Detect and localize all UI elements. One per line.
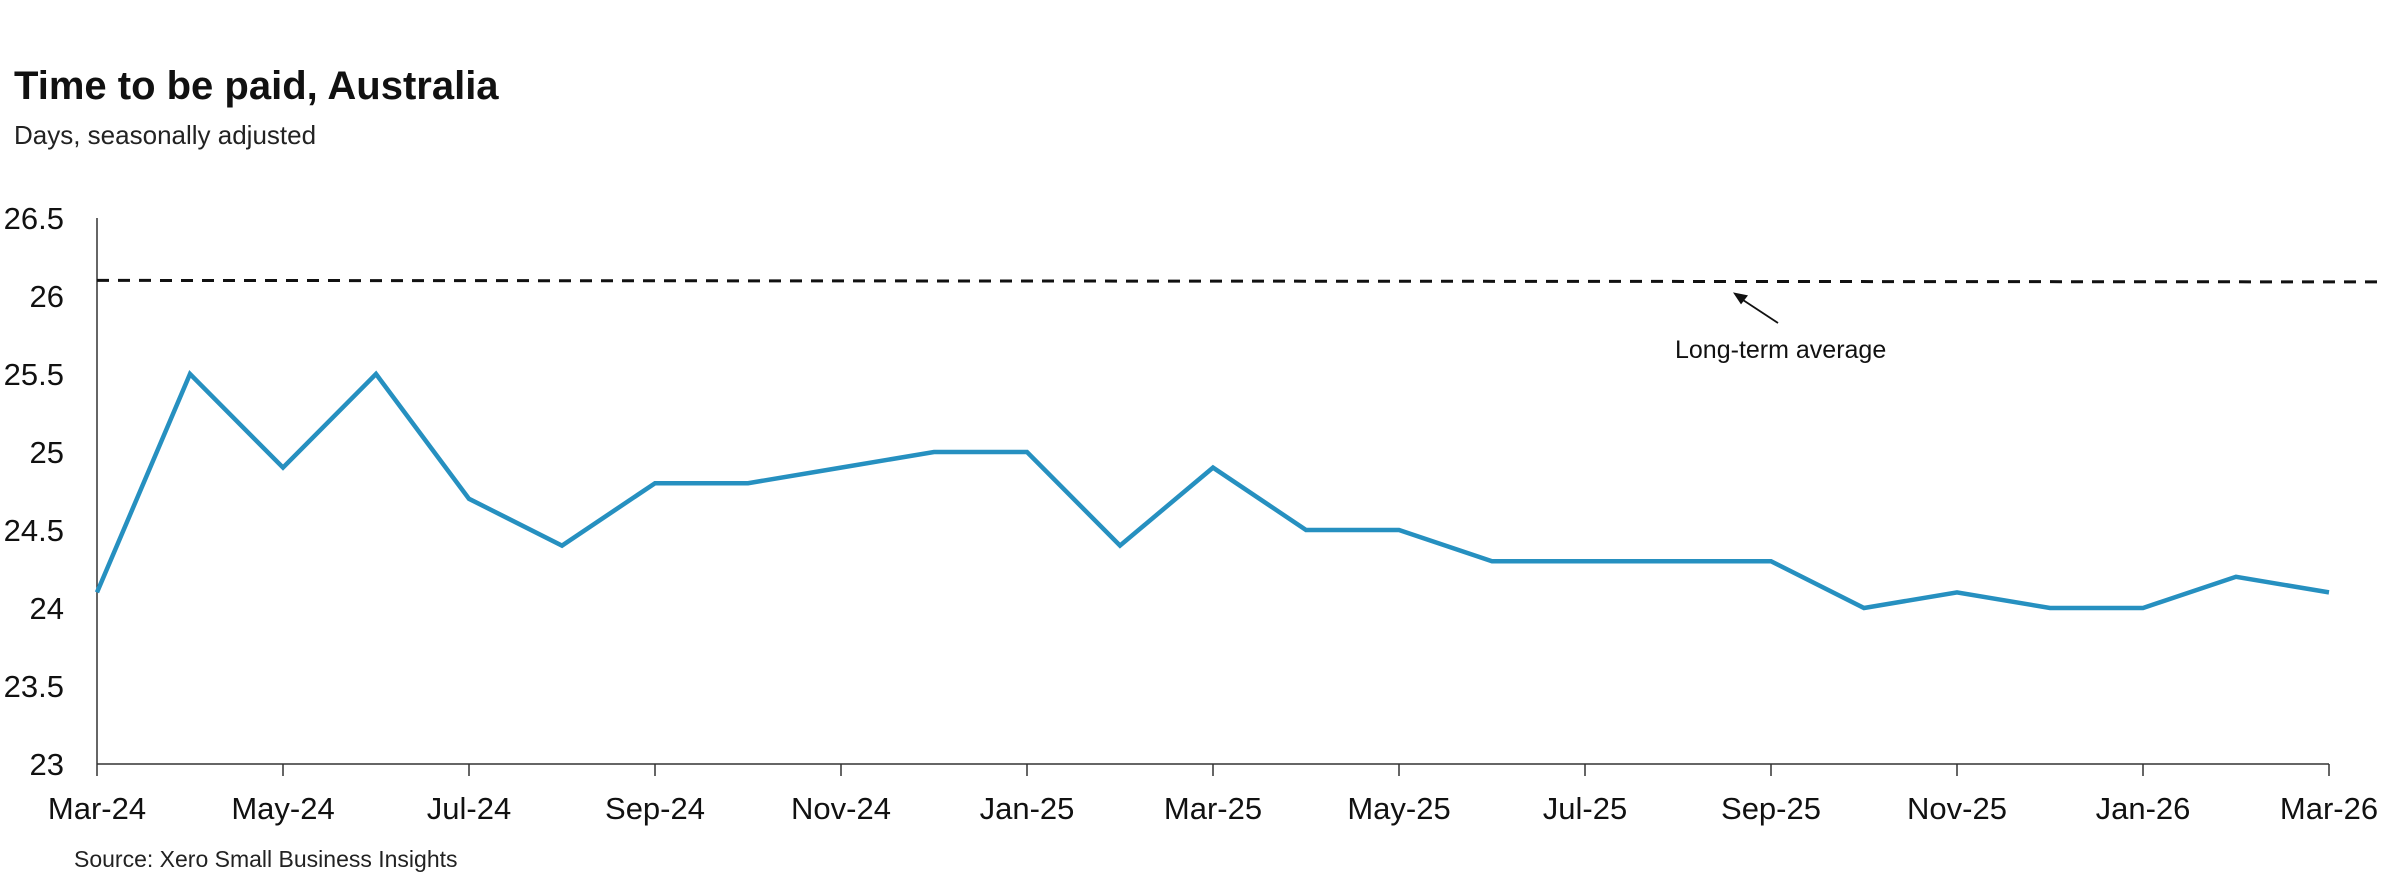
chart-title: Time to be paid, Australia bbox=[14, 64, 499, 108]
y-tick-label: 25.5 bbox=[4, 357, 64, 392]
series-layer bbox=[94, 370, 2330, 611]
x-tick-label: Jul-25 bbox=[1543, 791, 1627, 826]
x-tick-label: Mar-26 bbox=[2280, 791, 2378, 826]
tick-labels: 23 23.5 24 24.5 25 25.5 26 26.5 Mar-24 May-24 Jul-… bbox=[4, 201, 2378, 826]
long-term-average-line bbox=[96, 278, 2381, 284]
y-tick-label: 26.5 bbox=[4, 201, 64, 236]
x-tick-label: May-25 bbox=[1347, 791, 1450, 826]
y-tick-label: 26 bbox=[30, 279, 64, 314]
annotation-arrow-line bbox=[1738, 296, 1779, 324]
x-tick-label: Mar-25 bbox=[1164, 791, 1262, 826]
y-tick-label: 23 bbox=[30, 747, 64, 782]
annotation-arrowhead bbox=[1733, 292, 1748, 305]
x-tick-label: Sep-25 bbox=[1721, 791, 1821, 826]
source-note: Source: Xero Small Business Insights bbox=[74, 846, 458, 872]
x-tick-label: Sep-24 bbox=[605, 791, 705, 826]
x-tick-label: Jul-24 bbox=[427, 791, 511, 826]
y-tick-label: 25 bbox=[30, 435, 64, 470]
x-tick-label: Jan-25 bbox=[980, 791, 1075, 826]
axes bbox=[96, 218, 2330, 776]
annotation-label: Long-term average bbox=[1675, 336, 1886, 364]
y-tick-label: 23.5 bbox=[4, 669, 64, 704]
x-tick-label: May-24 bbox=[231, 791, 334, 826]
x-tick-label: Nov-24 bbox=[791, 791, 891, 826]
reference-layer bbox=[96, 278, 2381, 284]
annotation-layer: Long-term average bbox=[1675, 292, 1886, 364]
x-tick-label: Mar-24 bbox=[48, 791, 146, 826]
series-line bbox=[94, 370, 2330, 611]
y-tick-label: 24 bbox=[30, 591, 64, 626]
chart-subtitle: Days, seasonally adjusted bbox=[14, 120, 317, 150]
y-tick-label: 24.5 bbox=[4, 513, 64, 548]
x-tick-label: Jan-26 bbox=[2096, 791, 2191, 826]
x-tick-label: Nov-25 bbox=[1907, 791, 2007, 826]
